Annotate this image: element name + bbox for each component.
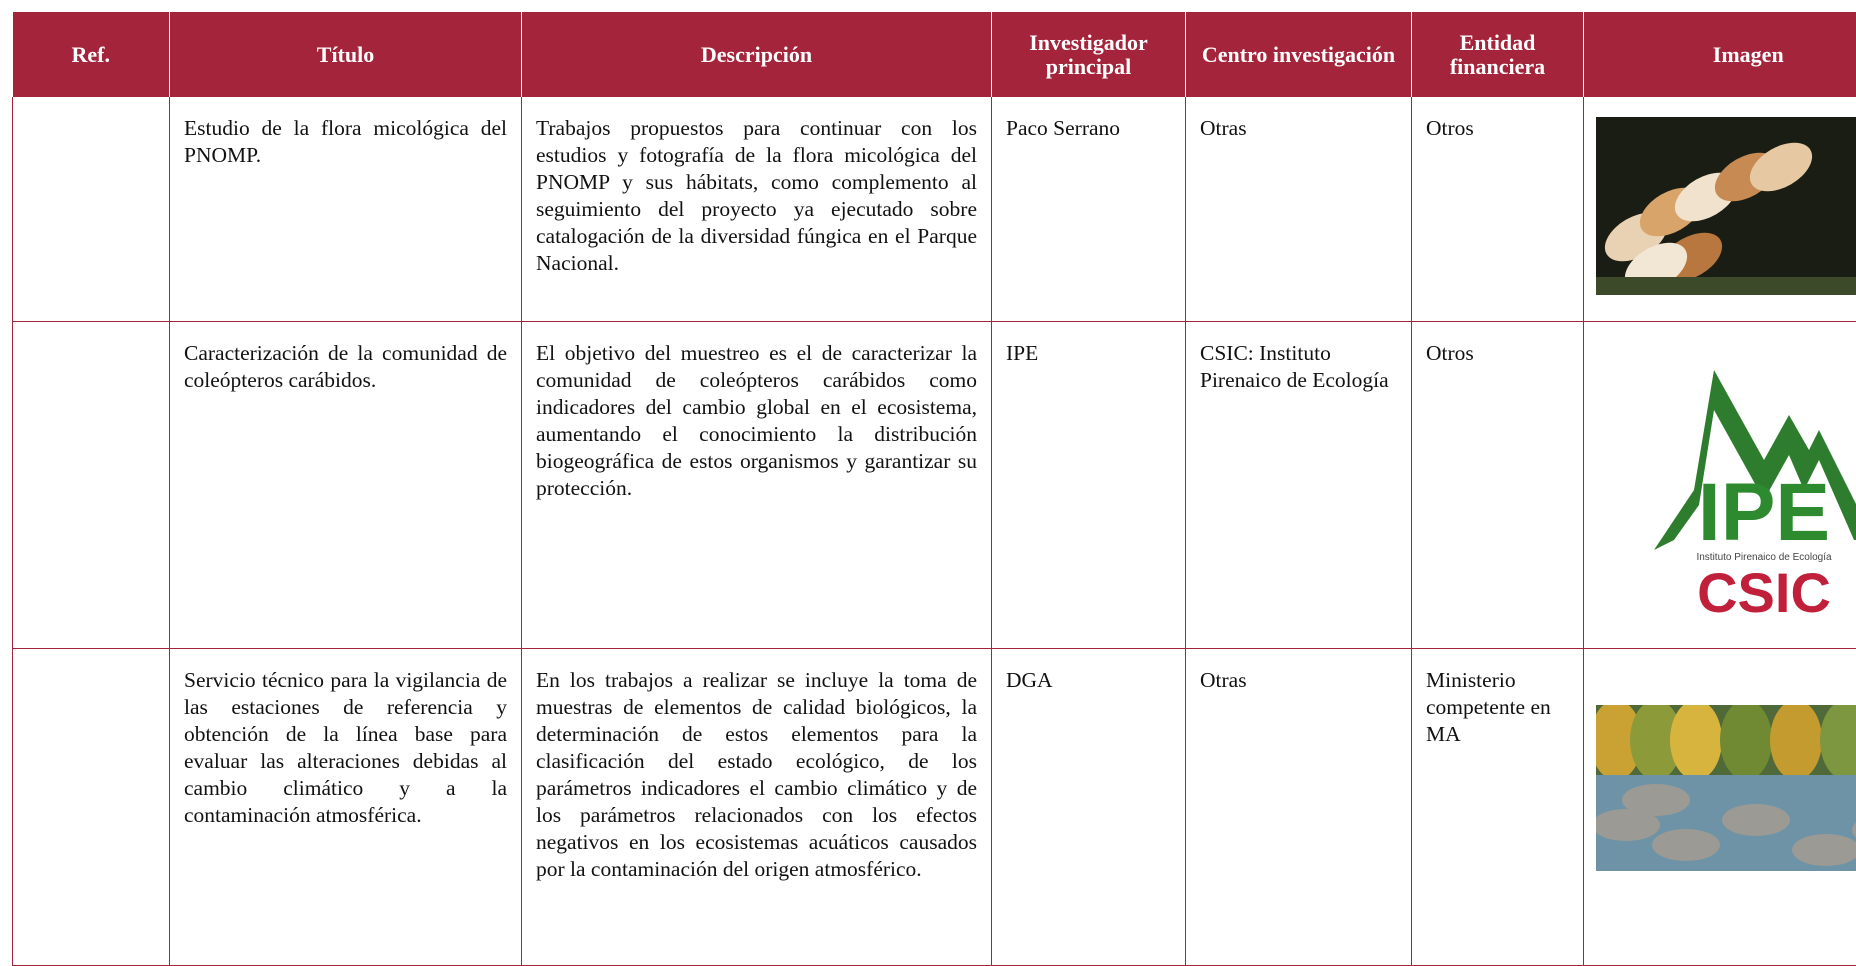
table-cell: IPE — [992, 322, 1186, 649]
logo-ipe: IPE — [1698, 467, 1830, 558]
table-cell: El objetivo del muestreo es el de caract… — [522, 322, 992, 649]
moss — [1596, 277, 1856, 295]
header-cell: Descripción — [522, 12, 992, 97]
rock — [1722, 804, 1790, 836]
table-cell: Paco Serrano — [992, 97, 1186, 322]
table-cell: Ministerio competente en MA — [1412, 649, 1584, 966]
table-cell: Otras — [1186, 97, 1412, 322]
table-cell: En los trabajos a realizar se incluye la… — [522, 649, 992, 966]
page: Proyectos {"table": { "header": ["Ref.",… — [0, 0, 1856, 921]
table-body: Estudio de la flora micológica del PNOMP… — [13, 97, 1856, 966]
table-cell: Otros — [1412, 97, 1584, 322]
image-cell — [1584, 649, 1856, 966]
ref-cell — [13, 649, 170, 966]
table-cell: Servicio técnico para la vigilancia de l… — [170, 649, 522, 966]
rock — [1622, 784, 1690, 816]
ref-cell — [13, 322, 170, 649]
photo — [1596, 117, 1856, 295]
table-row: Servicio técnico para la vigilancia de l… — [13, 649, 1856, 966]
table-cell: Estudio de la flora micológica del PNOMP… — [170, 97, 522, 322]
photo — [1596, 705, 1856, 871]
logo-csic: CSIC — [1697, 561, 1831, 624]
header-cell: Título — [170, 12, 522, 97]
image-cell — [1584, 97, 1856, 322]
table-cell: Otras — [1186, 649, 1412, 966]
table-cell: CSIC: Instituto Pirenaico de Ecología — [1186, 322, 1412, 649]
rock — [1652, 829, 1720, 861]
table-cell: Caracterización de la comunidad de coleó… — [170, 322, 522, 649]
ref-cell — [13, 97, 170, 322]
table-cell: DGA — [992, 649, 1186, 966]
table-cell: Trabajos propuestos para continuar con l… — [522, 97, 992, 322]
header-cell: Ref. — [13, 12, 170, 97]
header-cell: Imagen — [1584, 12, 1856, 97]
table-row: Estudio de la flora micológica del PNOMP… — [13, 97, 1856, 322]
table-cell: Otros — [1412, 322, 1584, 649]
header-cell: Investigador principal — [992, 12, 1186, 97]
table-row: Caracterización de la comunidad de coleó… — [13, 322, 1856, 649]
header-cell: Entidad financiera — [1412, 12, 1584, 97]
header-cell: Centro investigación — [1186, 12, 1412, 97]
